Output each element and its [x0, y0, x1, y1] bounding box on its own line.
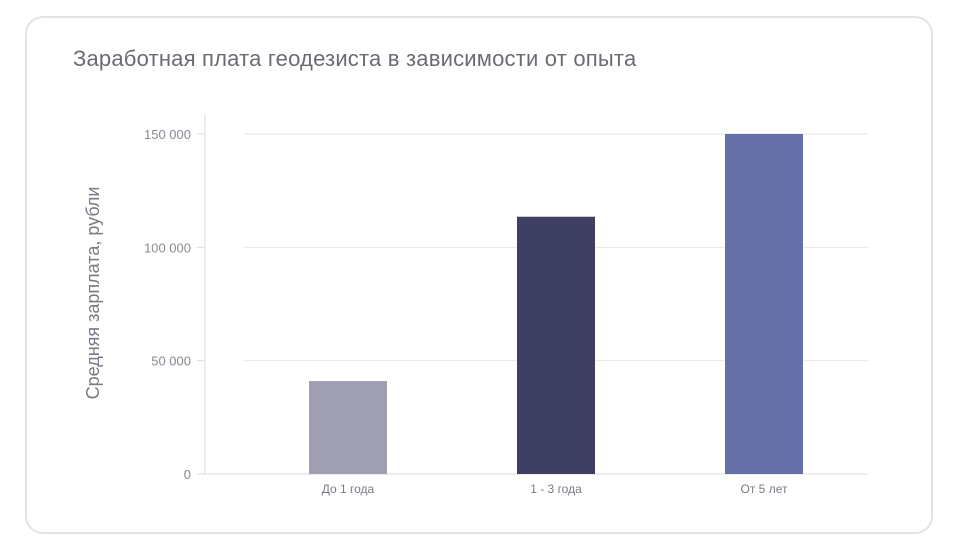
x-tick-label: От 5 лет [741, 482, 788, 496]
x-tick-label: 1 - 3 года [530, 482, 582, 496]
bar[interactable] [309, 381, 387, 474]
x-tick-label: До 1 года [322, 482, 375, 496]
chart-title: Заработная плата геодезиста в зависимост… [73, 46, 637, 71]
x-tick-labels: До 1 года 1 - 3 года От 5 лет [322, 482, 788, 496]
bar[interactable] [517, 216, 595, 474]
y-axis-label: Средняя зарплата, рубли [83, 187, 103, 400]
bar[interactable] [725, 134, 803, 474]
y-tick-label: 150 000 [144, 127, 191, 142]
bars [309, 134, 803, 474]
y-tick-labels: 0 50 000 100 000 150 000 [144, 127, 191, 482]
y-tick-label: 0 [184, 467, 191, 482]
y-tick-label: 50 000 [151, 354, 191, 369]
y-tick-label: 100 000 [144, 240, 191, 255]
